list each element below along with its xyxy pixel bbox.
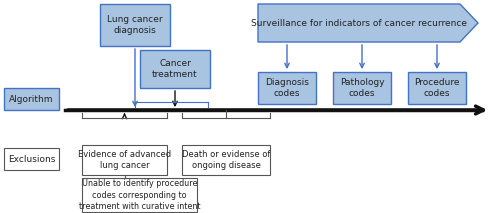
Text: Diagnosis
codes: Diagnosis codes (265, 78, 309, 98)
Text: Pathology
codes: Pathology codes (340, 78, 384, 98)
Text: Algorithm: Algorithm (9, 95, 54, 104)
Text: Unable to identify procedure
codes corresponding to
treatment with curative inte: Unable to identify procedure codes corre… (79, 179, 200, 211)
Polygon shape (258, 4, 478, 42)
Bar (82, 178, 197, 212)
Text: Lung cancer
diagnosis: Lung cancer diagnosis (107, 15, 163, 35)
Text: Death or evidense of
ongoing disease: Death or evidense of ongoing disease (182, 150, 270, 170)
Bar (4, 88, 59, 110)
Bar (408, 72, 466, 104)
Bar (333, 72, 391, 104)
Text: Cancer
treatment: Cancer treatment (152, 59, 198, 79)
Bar (140, 50, 210, 88)
Bar (4, 148, 59, 170)
Bar (258, 72, 316, 104)
Bar (82, 145, 167, 175)
Text: Exclusions: Exclusions (8, 154, 55, 164)
Bar (100, 4, 170, 46)
Text: Evidence of advanced
lung cancer: Evidence of advanced lung cancer (78, 150, 171, 170)
Text: Surveillance for indicators of cancer recurrence: Surveillance for indicators of cancer re… (251, 19, 467, 27)
Bar (182, 145, 270, 175)
Text: Procedure
codes: Procedure codes (414, 78, 460, 98)
